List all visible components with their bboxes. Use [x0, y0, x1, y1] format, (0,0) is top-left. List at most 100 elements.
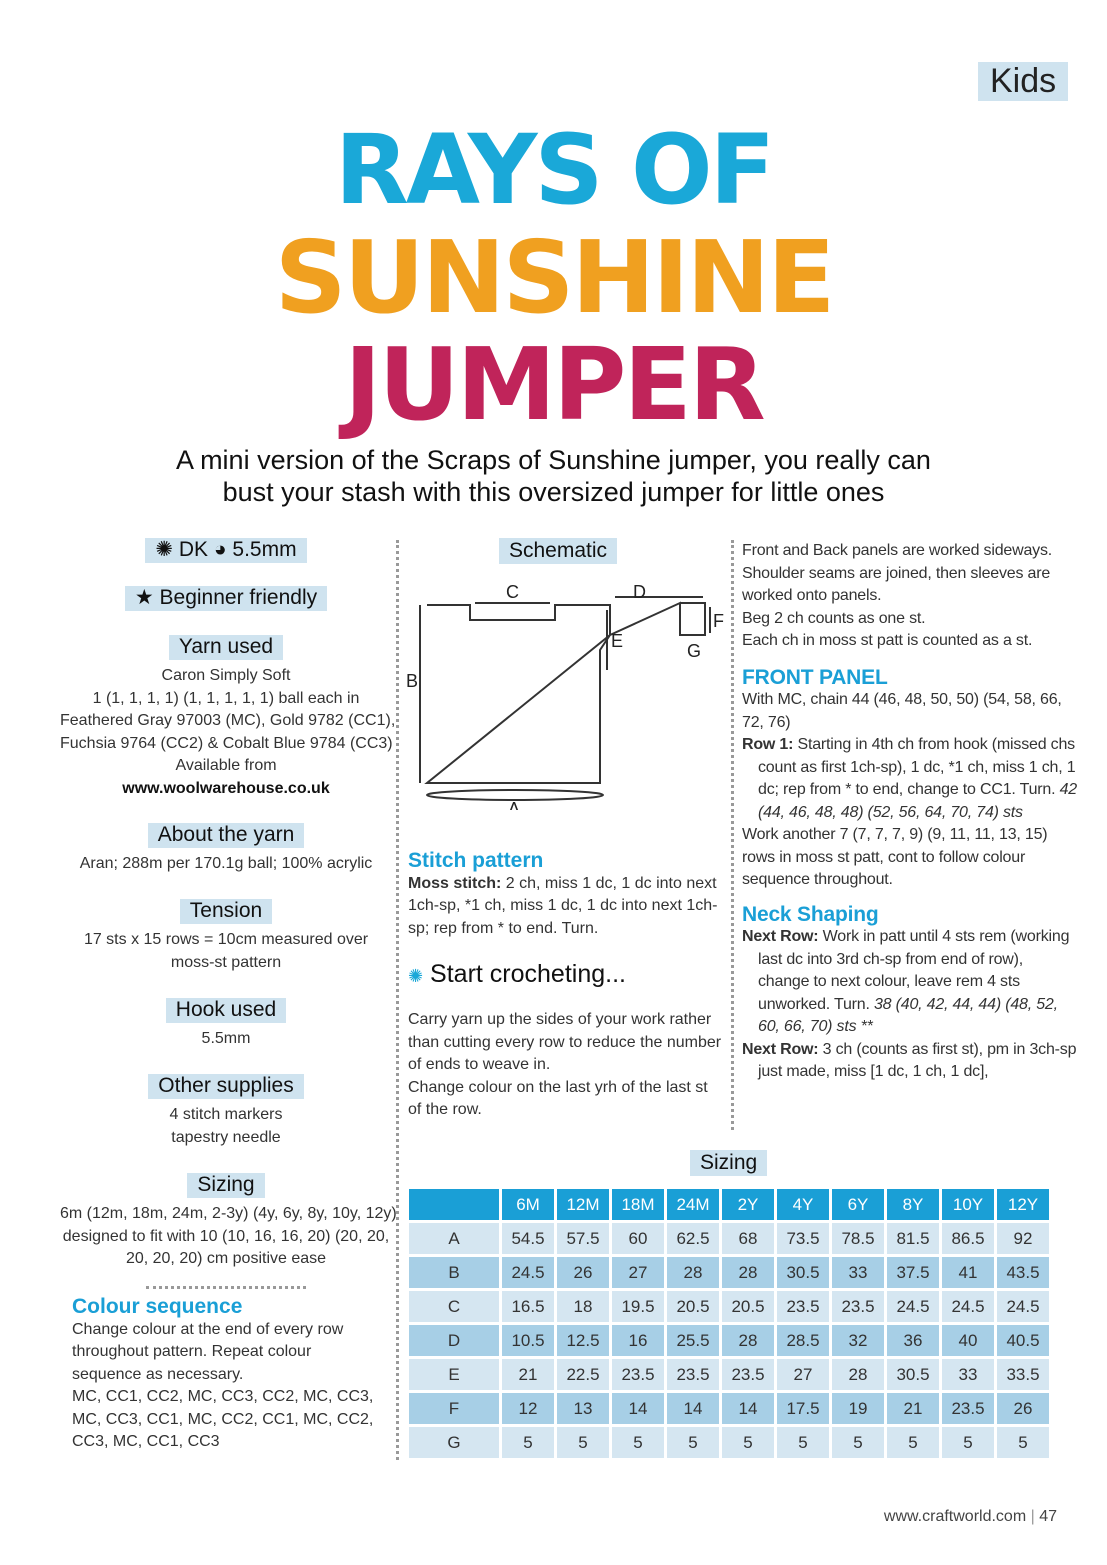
paragraph: Front and Back panels are worked sideway…	[742, 542, 1052, 604]
dimension-a	[426, 789, 604, 801]
line: 20, 20, 20) cm positive ease	[125, 1250, 327, 1267]
table-cell: 18	[557, 1291, 609, 1322]
table-cell: 5	[997, 1427, 1049, 1458]
table-row: A 54.5 57.5 60 62.5 68 73.5 78.5 81.5 86.5 92	[409, 1223, 1049, 1254]
footer: www.craftworld.com | 47	[883, 1508, 1057, 1525]
weight-hook-tag: ✺ DK ◕ 5.5mm	[145, 538, 307, 563]
table-cell: 5	[667, 1427, 719, 1458]
row-label: Next Row:	[742, 928, 819, 945]
supplier-link[interactable]: www.woolwarehouse.co.uk	[122, 779, 330, 797]
stitch-count: 38 (40, 42, 44, 44) (48, 52, 60, 66, 70)…	[758, 995, 1058, 1036]
table-cell: 28.5	[777, 1325, 829, 1356]
line: designed to fit with 10 (10, 16, 16, 20)…	[62, 1227, 390, 1245]
stitch-pattern: Stitch pattern Moss stitch: 2 ch, miss 1…	[408, 849, 723, 940]
table-cell: 78.5	[832, 1223, 884, 1254]
line: Available from	[175, 757, 277, 774]
table-cell: 26	[997, 1393, 1049, 1424]
line: MC, CC1, CC2, MC, CC3, CC2, MC, CC3,	[72, 1388, 374, 1405]
colour-sequence: Colour sequence Change colour at the end…	[72, 1295, 404, 1454]
table-cell: 13	[557, 1393, 609, 1424]
title-line-2: SUNSHINE	[274, 219, 836, 336]
line: throughout pattern. Repeat colour	[72, 1343, 312, 1360]
table-cell: 14	[667, 1393, 719, 1424]
table-cell: 20.5	[667, 1291, 719, 1322]
label-d: D	[633, 582, 646, 602]
row-label: Next Row:	[742, 1040, 819, 1058]
table-row: F 12 13 14 14 14 17.5 19 21 23.5 26	[409, 1393, 1049, 1424]
stitch-pattern-heading: Stitch pattern	[408, 849, 544, 872]
paragraph: With MC, chain 44 (46, 48, 50, 50) (54, …	[742, 691, 1062, 731]
label-e: E	[611, 631, 623, 651]
column-divider	[396, 540, 399, 1460]
table-cell: 14	[612, 1393, 664, 1424]
table-cell: 24.5	[942, 1291, 994, 1322]
yarn-used-label: Yarn used	[168, 635, 284, 660]
label-g: G	[687, 641, 701, 661]
table-cell: 54.5	[502, 1223, 554, 1254]
table-cell: 40	[942, 1325, 994, 1356]
size-header: 12Y	[997, 1189, 1049, 1220]
start-text: Carry yarn up the sides of your work rat…	[408, 1009, 723, 1122]
garment-outline	[424, 601, 706, 784]
table-cell: 24.5	[887, 1291, 939, 1322]
table-cell: 19.5	[612, 1291, 664, 1322]
row-text: Starting in 4th ch from hook (missed chs…	[758, 736, 1076, 798]
table-cell: 14	[722, 1393, 774, 1424]
next-row: Next Row: 3 ch (counts as first st), pm …	[742, 1039, 1077, 1084]
measurement-label: F	[409, 1393, 499, 1424]
line: Feathered Gray 97003 (MC), Gold 9782 (CC…	[60, 712, 396, 729]
table-cell: 5	[832, 1427, 884, 1458]
divider	[146, 1286, 306, 1289]
line: Change colour at the end of every row	[72, 1320, 344, 1338]
table-row: C 16.5 18 19.5 20.5 20.5 23.5 23.5 24.5 24.5 24.5	[409, 1291, 1049, 1322]
sizing-table: 6M 12M 18M 24M 2Y 4Y 6Y 8Y 10Y 12Y A 54.5 57.5 60 62.…	[406, 1186, 1052, 1461]
front-panel-heading: FRONT PANEL	[742, 665, 888, 689]
table-cell: 24.5	[997, 1291, 1049, 1322]
table-cell: 28	[667, 1257, 719, 1288]
table-cell: 23.5	[942, 1393, 994, 1424]
column-divider	[731, 540, 734, 1130]
schematic-label: Schematic	[499, 538, 618, 564]
table-cell: 33.5	[997, 1359, 1049, 1390]
hook-used-label: Hook used	[165, 998, 287, 1023]
line: sequence as necessary.	[72, 1365, 244, 1383]
table-cell: 26	[557, 1257, 609, 1288]
paragraph: Each ch in moss st patt is counted as a …	[742, 632, 1033, 649]
table-cell: 41	[942, 1257, 994, 1288]
table-cell: 73.5	[777, 1223, 829, 1254]
paragraph: Carry yarn up the sides of your work rat…	[408, 1011, 722, 1073]
table-cell: 19	[832, 1393, 884, 1424]
table-row: E 21 22.5 23.5 23.5 23.5 27 28 30.5 33 33.5	[409, 1359, 1049, 1390]
paragraph: Change colour on the last yrh of the las…	[408, 1078, 708, 1119]
line: 1 (1, 1, 1, 1) (1, 1, 1, 1, 1) ball each…	[92, 689, 360, 707]
yarn-ball-icon: ✺	[408, 966, 424, 986]
row-text: 3 ch (counts as first st), pm in 3ch-sp …	[758, 1040, 1077, 1081]
table-cell: 5	[502, 1427, 554, 1458]
star-icon: ★	[134, 586, 154, 609]
measurement-label: C	[409, 1291, 499, 1322]
moss-stitch-label: Moss stitch:	[408, 874, 502, 892]
table-cell: 40.5	[997, 1325, 1049, 1356]
table-cell: 5	[777, 1427, 829, 1458]
hook-icon: ◕	[213, 538, 227, 561]
about-yarn-label: About the yarn	[147, 823, 305, 848]
table-cell: 5	[887, 1427, 939, 1458]
label-b: B	[406, 671, 418, 691]
line: tapestry needle	[171, 1128, 281, 1146]
table-cell: 25.5	[667, 1325, 719, 1356]
table-cell: 17.5	[777, 1393, 829, 1424]
table-cell: 10.5	[502, 1325, 554, 1356]
subtitle: A mini version of the Scraps of Sunshine…	[0, 444, 1107, 508]
table-cell: 21	[887, 1393, 939, 1424]
start-heading: ✺ Start crocheting...	[408, 960, 626, 989]
table-cell: 5	[722, 1427, 774, 1458]
table-cell: 36	[887, 1325, 939, 1356]
hook-used-text: 5.5mm	[201, 1030, 251, 1047]
table-cell: 23.5	[777, 1291, 829, 1322]
table-cell: 21	[502, 1359, 554, 1390]
colour-sequence-heading: Colour sequence	[72, 1295, 243, 1318]
left-column: ✺ DK ◕ 5.5mm ★ Beginner friendly Yarn us…	[60, 538, 397, 1458]
yarn-ball-icon: ✺	[155, 538, 173, 561]
table-cell: 5	[942, 1427, 994, 1458]
